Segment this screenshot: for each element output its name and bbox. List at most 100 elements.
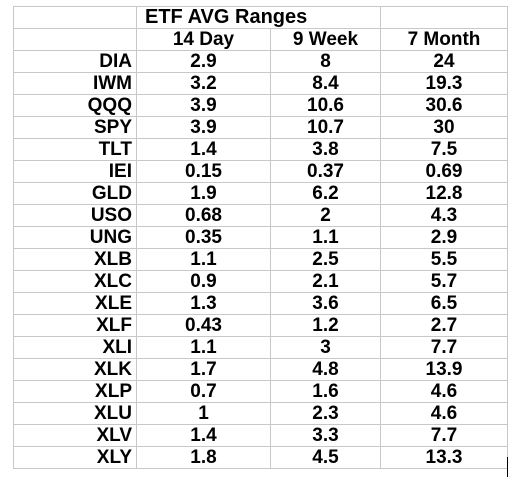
ticker-cell[interactable]: QQQ	[13, 94, 137, 117]
ticker-cell[interactable]: XLF	[13, 314, 137, 337]
ticker-cell[interactable]: XLU	[13, 402, 137, 425]
value-cell[interactable]: 4.3	[380, 204, 508, 227]
value-cell[interactable]: 24	[380, 50, 508, 73]
ticker-cell[interactable]: IEI	[13, 160, 137, 183]
value-cell[interactable]: 1	[136, 402, 271, 425]
blank-cell[interactable]	[13, 28, 137, 51]
value-cell[interactable]: 1.4	[136, 424, 271, 447]
table-row: GLD 1.9 6.2 12.8	[13, 182, 508, 205]
blank-cell[interactable]	[13, 6, 137, 29]
table-title[interactable]: ETF AVG Ranges	[136, 6, 381, 29]
value-cell[interactable]: 0.43	[136, 314, 271, 337]
ticker-cell[interactable]: XLC	[13, 270, 137, 293]
value-cell[interactable]: 3.6	[270, 292, 381, 315]
value-cell[interactable]: 5.5	[380, 248, 508, 271]
value-cell[interactable]: 5.7	[380, 270, 508, 293]
value-cell[interactable]: 4.6	[380, 402, 508, 425]
ticker-cell[interactable]: GLD	[13, 182, 137, 205]
value-cell[interactable]: 19.3	[380, 72, 508, 95]
ticker-cell[interactable]: XLY	[13, 446, 137, 469]
value-cell[interactable]: 0.7	[136, 380, 271, 403]
value-cell[interactable]: 3.9	[136, 94, 271, 117]
ticker-cell[interactable]: SPY	[13, 116, 137, 139]
value-cell[interactable]: 4.6	[380, 380, 508, 403]
value-cell[interactable]: 1.7	[136, 358, 271, 381]
column-header-7-month[interactable]: 7 Month	[380, 28, 508, 51]
ticker-cell[interactable]: XLI	[13, 336, 137, 359]
value-cell[interactable]: 6.2	[270, 182, 381, 205]
value-cell[interactable]: 10.6	[270, 94, 381, 117]
ticker-cell[interactable]: DIA	[13, 50, 137, 73]
value-cell[interactable]: 2.3	[270, 402, 381, 425]
table-row: TLT 1.4 3.8 7.5	[13, 138, 508, 161]
table-row: XLP 0.7 1.6 4.6	[13, 380, 508, 403]
value-cell[interactable]: 2	[270, 204, 381, 227]
value-cell[interactable]: 1.1	[136, 248, 271, 271]
ticker-cell[interactable]: XLK	[13, 358, 137, 381]
header-row: 14 Day 9 Week 7 Month	[13, 28, 508, 51]
ticker-cell[interactable]: USO	[13, 204, 137, 227]
table-row: XLE 1.3 3.6 6.5	[13, 292, 508, 315]
value-cell[interactable]: 0.68	[136, 204, 271, 227]
value-cell[interactable]: 13.9	[380, 358, 508, 381]
value-cell[interactable]: 8	[270, 50, 381, 73]
table-row: XLY 1.8 4.5 13.3	[13, 446, 508, 469]
ticker-cell[interactable]: UNG	[13, 226, 137, 249]
value-cell[interactable]: 1.2	[270, 314, 381, 337]
table-row: XLK 1.7 4.8 13.9	[13, 358, 508, 381]
value-cell[interactable]: 1.3	[136, 292, 271, 315]
table-row: XLB 1.1 2.5 5.5	[13, 248, 508, 271]
value-cell[interactable]: 3.3	[270, 424, 381, 447]
value-cell[interactable]: 0.37	[270, 160, 381, 183]
value-cell[interactable]: 7.5	[380, 138, 508, 161]
value-cell[interactable]: 0.69	[380, 160, 508, 183]
value-cell[interactable]: 3	[270, 336, 381, 359]
value-cell[interactable]: 3.9	[136, 116, 271, 139]
value-cell[interactable]: 3.2	[136, 72, 271, 95]
value-cell[interactable]: 1.1	[270, 226, 381, 249]
value-cell[interactable]: 2.9	[136, 50, 271, 73]
column-header-14-day[interactable]: 14 Day	[136, 28, 271, 51]
value-cell[interactable]: 3.8	[270, 138, 381, 161]
value-cell[interactable]: 30.6	[380, 94, 508, 117]
table-row: XLV 1.4 3.3 7.7	[13, 424, 508, 447]
table-row: XLF 0.43 1.2 2.7	[13, 314, 508, 337]
value-cell[interactable]: 1.9	[136, 182, 271, 205]
ticker-cell[interactable]: XLE	[13, 292, 137, 315]
table-row: XLU 1 2.3 4.6	[13, 402, 508, 425]
value-cell[interactable]: 8.4	[270, 72, 381, 95]
value-cell[interactable]: 4.8	[270, 358, 381, 381]
value-cell[interactable]: 6.5	[380, 292, 508, 315]
table-row: XLI 1.1 3 7.7	[13, 336, 508, 359]
value-cell[interactable]: 0.15	[136, 160, 271, 183]
etf-range-table: ETF AVG Ranges 14 Day 9 Week 7 Month DIA…	[13, 6, 508, 469]
value-cell[interactable]: 10.7	[270, 116, 381, 139]
value-cell[interactable]: 2.1	[270, 270, 381, 293]
value-cell[interactable]: 1.4	[136, 138, 271, 161]
value-cell[interactable]: 7.7	[380, 336, 508, 359]
column-header-9-week[interactable]: 9 Week	[270, 28, 381, 51]
value-cell[interactable]: 2.7	[380, 314, 508, 337]
text-cursor	[507, 457, 508, 477]
value-cell[interactable]: 4.5	[270, 446, 381, 469]
ticker-cell[interactable]: XLB	[13, 248, 137, 271]
blank-cell[interactable]	[380, 6, 508, 29]
ticker-cell[interactable]: IWM	[13, 72, 137, 95]
value-cell[interactable]: 1.1	[136, 336, 271, 359]
table-row: IEI 0.15 0.37 0.69	[13, 160, 508, 183]
value-cell[interactable]: 2.5	[270, 248, 381, 271]
ticker-cell[interactable]: XLP	[13, 380, 137, 403]
table-row: QQQ 3.9 10.6 30.6	[13, 94, 508, 117]
table-row: XLC 0.9 2.1 5.7	[13, 270, 508, 293]
value-cell[interactable]: 0.9	[136, 270, 271, 293]
value-cell[interactable]: 12.8	[380, 182, 508, 205]
value-cell[interactable]: 30	[380, 116, 508, 139]
value-cell[interactable]: 0.35	[136, 226, 271, 249]
value-cell[interactable]: 13.3	[380, 446, 508, 469]
ticker-cell[interactable]: TLT	[13, 138, 137, 161]
ticker-cell[interactable]: XLV	[13, 424, 137, 447]
value-cell[interactable]: 1.6	[270, 380, 381, 403]
value-cell[interactable]: 1.8	[136, 446, 271, 469]
value-cell[interactable]: 2.9	[380, 226, 508, 249]
value-cell[interactable]: 7.7	[380, 424, 508, 447]
